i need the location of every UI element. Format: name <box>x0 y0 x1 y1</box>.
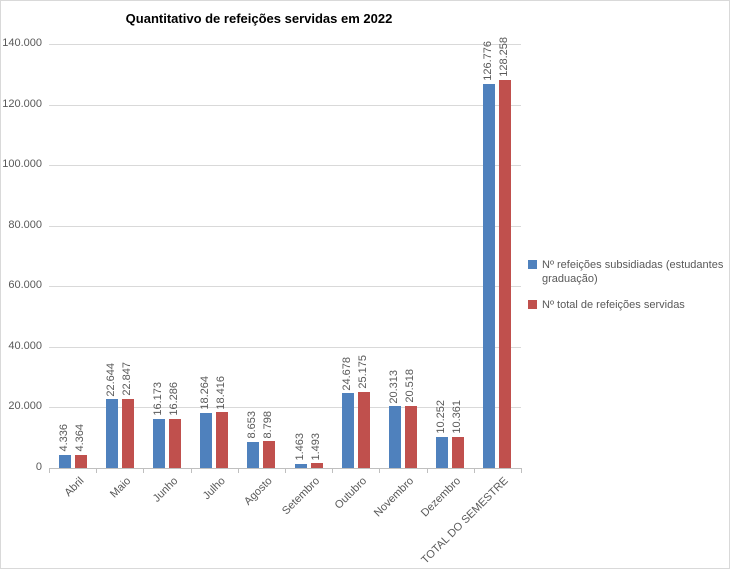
y-axis-tick-label: 40.000 <box>8 339 42 352</box>
gridline <box>49 346 521 348</box>
y-axis-tick-label: 60.000 <box>8 279 42 292</box>
bar-total <box>169 418 181 468</box>
plot-area: 4.336 4.364 22.644 22.847 16.173 16.286 18.264… <box>49 37 521 468</box>
legend-swatch-icon <box>528 260 537 269</box>
x-axis-label: Dezembro <box>419 475 464 520</box>
x-axis-label: Novembro <box>372 475 417 520</box>
y-axis-tick-label: 20.000 <box>8 400 42 413</box>
x-axis-label: Outubro <box>332 475 370 512</box>
bar-subsidiadas <box>389 406 401 468</box>
x-axis-label: Maio <box>107 475 134 501</box>
bar-subsidiadas <box>105 399 118 468</box>
bar-value-label: 16.173 <box>152 382 164 417</box>
legend-item: Nº refeições subsidiadas (estudantes gra… <box>528 258 724 287</box>
bar-total <box>216 412 229 468</box>
x-axis-tick <box>96 468 98 473</box>
bar-value-label: 25.175 <box>356 355 369 389</box>
y-axis-tick-label: 120.000 <box>2 97 42 110</box>
bar-subsidiadas <box>483 84 496 468</box>
x-axis-tick <box>190 468 192 473</box>
bar-value-label: 4.364 <box>73 424 86 452</box>
y-axis-tick-label: 100.000 <box>2 158 42 171</box>
bar-subsidiadas <box>436 436 449 468</box>
bar-value-label: 126.776 <box>482 41 495 82</box>
legend-item-label: Nº refeições subsidiadas (estudantes gra… <box>542 259 724 286</box>
bar-value-label: 10.252 <box>435 400 448 434</box>
bar-value-label: 1.463 <box>293 433 306 461</box>
bar-total <box>499 79 512 468</box>
x-axis-label: Setembro <box>279 475 323 518</box>
bar-value-label: 8.653 <box>246 411 259 439</box>
x-axis-label: Junho <box>150 475 181 505</box>
x-axis-tick <box>49 468 50 473</box>
bar-total <box>405 405 417 468</box>
bar-subsidiadas <box>58 454 71 468</box>
bar-total <box>310 463 323 468</box>
x-axis-tick <box>473 468 475 473</box>
bar-subsidiadas <box>247 441 260 468</box>
bar-total <box>263 441 276 468</box>
bar-value-label: 20.313 <box>388 369 400 404</box>
bar-value-label: 128.258 <box>498 36 511 77</box>
bar-subsidiadas <box>200 412 213 468</box>
bar-value-label: 20.518 <box>404 369 416 403</box>
bar-total <box>452 436 465 468</box>
x-axis-label: Abril <box>62 475 87 500</box>
bar-value-label: 10.361 <box>451 399 464 434</box>
bar-value-label: 18.416 <box>215 375 228 410</box>
bar-value-label: 8.798 <box>262 410 275 439</box>
chart-title: Quantitativo de refeições servidas em 20… <box>125 11 393 26</box>
x-axis-label: Julho <box>200 475 228 503</box>
x-axis-tick <box>332 468 334 473</box>
y-axis-tick-label: 0 <box>35 461 42 473</box>
gridline <box>49 44 521 45</box>
x-axis-tick <box>426 468 428 473</box>
bar-value-label: 22.847 <box>120 362 133 396</box>
legend-item: Nº total de refeições servidas <box>528 298 724 312</box>
x-axis-label: TOTAL DO SEMESTRE <box>419 475 511 567</box>
bar-value-label: 16.286 <box>168 382 180 416</box>
gridline <box>49 286 521 288</box>
x-axis-tick <box>237 468 239 473</box>
x-axis-tick <box>521 468 522 473</box>
bar-total <box>74 454 87 468</box>
x-axis-tick <box>285 468 286 473</box>
bar-value-label: 4.336 <box>57 424 70 452</box>
gridline <box>49 407 521 409</box>
bar-value-label: 22.644 <box>104 362 117 397</box>
bar-total <box>357 391 370 468</box>
y-axis-tick-label: 140.000 <box>2 37 42 49</box>
bar-subsidiadas <box>153 419 165 468</box>
legend: Nº refeições subsidiadas (estudantes gra… <box>528 258 724 312</box>
x-axis-tick <box>379 468 381 473</box>
legend-item-label: Nº total de refeições servidas <box>542 298 685 311</box>
x-axis-label: Agosto <box>242 475 275 508</box>
bar-total <box>121 398 134 468</box>
y-axis-tick-label: 80.000 <box>8 218 42 231</box>
legend-swatch-icon <box>528 299 537 309</box>
x-axis-tick <box>143 468 145 473</box>
bar-value-label: 24.678 <box>340 356 353 391</box>
gridline <box>49 165 521 167</box>
bar-value-label: 1.493 <box>309 432 322 461</box>
gridline <box>49 225 521 227</box>
bar-subsidiadas <box>341 393 354 468</box>
bar-subsidiadas <box>294 463 307 468</box>
gridline <box>49 104 521 106</box>
bar-value-label: 18.264 <box>199 376 212 410</box>
